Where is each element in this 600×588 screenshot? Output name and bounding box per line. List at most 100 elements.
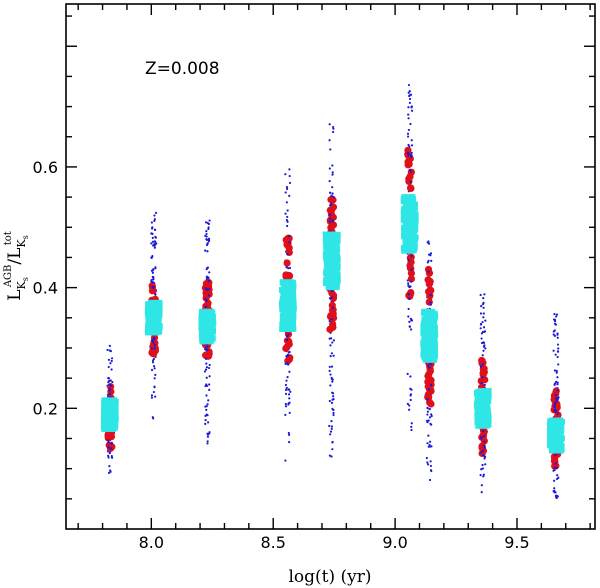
age-group xyxy=(198,219,217,445)
blue-point xyxy=(427,366,431,369)
blue-point xyxy=(204,414,207,417)
blue-point xyxy=(154,395,157,398)
blue-point xyxy=(331,440,334,444)
blue-point xyxy=(205,229,208,233)
blue-point xyxy=(206,242,209,245)
blue-point xyxy=(429,440,432,443)
blue-point xyxy=(208,383,211,386)
cyan-point xyxy=(323,265,338,272)
cyan-point xyxy=(325,280,340,287)
blue-point xyxy=(481,376,484,379)
blue-point xyxy=(110,442,114,445)
y-label-den-sub: K xyxy=(15,239,28,248)
blue-point xyxy=(328,180,331,183)
blue-point xyxy=(484,319,487,322)
blue-point xyxy=(332,339,336,342)
blue-point xyxy=(406,153,410,157)
blue-point xyxy=(150,394,154,397)
blue-point xyxy=(207,399,210,402)
blue-point xyxy=(408,94,411,98)
age-group xyxy=(420,240,439,482)
red-point xyxy=(327,224,335,232)
cyan-point xyxy=(279,279,294,286)
blue-point xyxy=(330,401,334,405)
blue-point xyxy=(287,234,291,238)
red-point xyxy=(406,291,414,299)
blue-point xyxy=(556,355,559,359)
blue-point xyxy=(408,320,411,323)
y-axis-label: LKsAGB/LKstot xyxy=(3,231,30,301)
cyan-point xyxy=(404,217,419,224)
blue-point xyxy=(288,411,291,415)
blue-point xyxy=(328,319,331,323)
blue-point xyxy=(153,218,156,221)
blue-point xyxy=(207,222,210,226)
blue-point xyxy=(426,241,429,244)
blue-point xyxy=(287,267,290,270)
blue-point xyxy=(552,330,555,333)
blue-point xyxy=(409,280,413,283)
cyan-point xyxy=(200,335,215,342)
blue-point xyxy=(208,219,211,222)
blue-point xyxy=(108,464,111,468)
blue-point xyxy=(330,377,334,381)
blue-point xyxy=(555,369,558,373)
cyan-point xyxy=(547,432,562,439)
red-point xyxy=(329,213,337,221)
cyan-point xyxy=(102,397,117,404)
blue-point xyxy=(331,448,334,451)
blue-point xyxy=(482,349,485,352)
blue-point xyxy=(107,358,111,361)
blue-point xyxy=(109,350,112,353)
y-tick-label: 0.2 xyxy=(33,399,58,418)
blue-point xyxy=(203,370,207,373)
blue-point xyxy=(205,383,208,386)
blue-point xyxy=(287,403,290,406)
blue-point xyxy=(425,456,428,460)
cyan-point xyxy=(280,316,295,323)
blue-point xyxy=(407,315,410,318)
blue-point xyxy=(330,337,333,340)
cyan-point xyxy=(403,205,418,212)
metallicity-annotation: Z=0.008 xyxy=(145,59,220,79)
blue-point xyxy=(204,405,207,408)
blue-point xyxy=(553,322,557,325)
blue-point xyxy=(553,487,556,490)
blue-point xyxy=(285,186,289,189)
cyan-point xyxy=(475,406,490,413)
blue-point xyxy=(429,293,432,297)
red-point xyxy=(148,287,157,295)
cyan-point xyxy=(101,413,116,420)
blue-point xyxy=(482,473,485,476)
cyan-point xyxy=(282,305,297,312)
blue-point xyxy=(331,380,334,383)
blue-point xyxy=(206,432,209,435)
blue-point xyxy=(286,376,289,379)
blue-point xyxy=(407,113,410,116)
blue-point xyxy=(206,348,209,352)
blue-point xyxy=(482,475,485,478)
blue-point xyxy=(150,347,154,350)
blue-point xyxy=(408,101,412,105)
red-point xyxy=(328,301,336,310)
cyan-point xyxy=(279,298,294,305)
blue-point xyxy=(553,369,557,372)
blue-point xyxy=(284,383,287,387)
blue-point xyxy=(409,285,412,288)
blue-point xyxy=(407,284,410,287)
red-point xyxy=(329,294,338,302)
blue-point xyxy=(287,333,290,336)
blue-point xyxy=(554,393,558,397)
blue-point xyxy=(328,220,332,223)
blue-point xyxy=(331,219,334,222)
blue-point xyxy=(410,144,414,147)
blue-point xyxy=(407,282,410,285)
blue-point xyxy=(482,429,485,433)
blue-point xyxy=(410,254,413,258)
cyan-point xyxy=(423,348,438,355)
blue-point xyxy=(287,388,290,391)
blue-point xyxy=(555,399,559,402)
blue-point xyxy=(407,91,410,94)
y-label-num-subsub: s xyxy=(21,277,30,281)
